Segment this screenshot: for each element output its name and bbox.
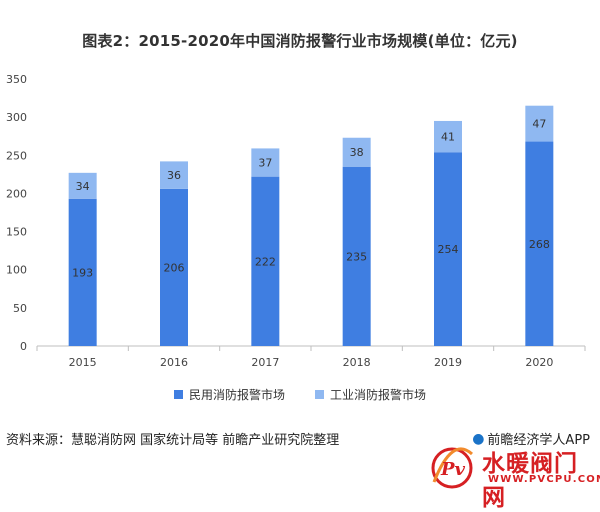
bar-industrial <box>251 148 280 177</box>
legend-swatch-industrial <box>315 390 324 399</box>
legend-item-residential: 民用消防报警市场 <box>173 386 285 403</box>
brand-credit: ● 前瞻经济学人APP <box>472 429 590 449</box>
y-tick-label: 0 <box>20 340 27 353</box>
y-axis: 0 50 100 150 200 250 300 350 <box>6 73 27 353</box>
data-label: 34 <box>76 180 90 193</box>
y-tick-label: 200 <box>6 187 27 200</box>
brand-label: 前瞻经济学人APP <box>487 433 590 448</box>
bar-residential <box>68 198 97 346</box>
x-axis: 2015 2016 2017 2018 2019 2020 <box>36 345 586 369</box>
y-tick-label: 150 <box>6 226 27 239</box>
pvcpu-site-url: WWW.PVCPU.COM <box>488 474 600 485</box>
x-tick-label: 2019 <box>434 356 462 369</box>
bars-group: 193 34 206 36 222 37 235 38 254 41 268 47 <box>68 105 554 346</box>
bar-industrial <box>525 105 554 142</box>
x-tick-label: 2018 <box>343 356 371 369</box>
bar-industrial <box>342 137 371 167</box>
qianzhan-logo-icon: ● <box>472 430 485 447</box>
source-note: 资料来源：慧聪消防网 国家统计局等 前瞻产业研究院整理 <box>6 433 340 448</box>
pv-logo-icon: Pv <box>431 447 474 489</box>
x-tick-label: 2017 <box>251 356 279 369</box>
bar-industrial <box>160 161 188 189</box>
data-label: 36 <box>167 169 181 182</box>
chart-title: 图表2：2015-2020年中国消防报警行业市场规模(单位：亿元) <box>82 32 518 50</box>
legend-label-industrial: 工业消防报警市场 <box>330 388 427 402</box>
bar-residential <box>160 188 188 346</box>
bar-industrial <box>434 120 462 153</box>
y-tick-label: 350 <box>6 73 27 86</box>
x-tick-label: 2015 <box>69 356 97 369</box>
y-tick-label: 300 <box>6 111 27 124</box>
legend: 民用消防报警市场 工业消防报警市场 <box>0 386 600 403</box>
data-label: 37 <box>258 157 272 170</box>
legend-swatch-residential <box>173 390 183 399</box>
y-tick-label: 100 <box>6 264 27 277</box>
legend-label-residential: 民用消防报警市场 <box>188 388 285 402</box>
bar-industrial <box>68 172 97 199</box>
data-label: 41 <box>441 131 455 144</box>
data-label: 235 <box>346 250 367 263</box>
svg-text:Pv: Pv <box>440 459 466 480</box>
y-tick-label: 250 <box>6 149 27 162</box>
x-tick-label: 2020 <box>525 356 553 369</box>
y-tick-label: 50 <box>13 302 27 315</box>
data-label: 206 <box>164 261 185 274</box>
data-label: 193 <box>72 266 93 279</box>
legend-item-industrial: 工业消防报警市场 <box>315 386 426 403</box>
bar-residential <box>342 166 371 346</box>
pvcpu-watermark-badge: Pv 水暖阀门网 WWW.PVCPU.COM <box>426 442 600 511</box>
data-label: 47 <box>532 118 546 131</box>
data-label: 38 <box>350 146 364 159</box>
bar-residential <box>525 141 554 346</box>
data-label: 222 <box>255 255 276 268</box>
data-label: 268 <box>529 238 550 251</box>
data-label: 254 <box>438 243 459 256</box>
bar-residential <box>434 152 462 346</box>
bar-residential <box>251 176 280 346</box>
x-tick-label: 2016 <box>160 356 188 369</box>
